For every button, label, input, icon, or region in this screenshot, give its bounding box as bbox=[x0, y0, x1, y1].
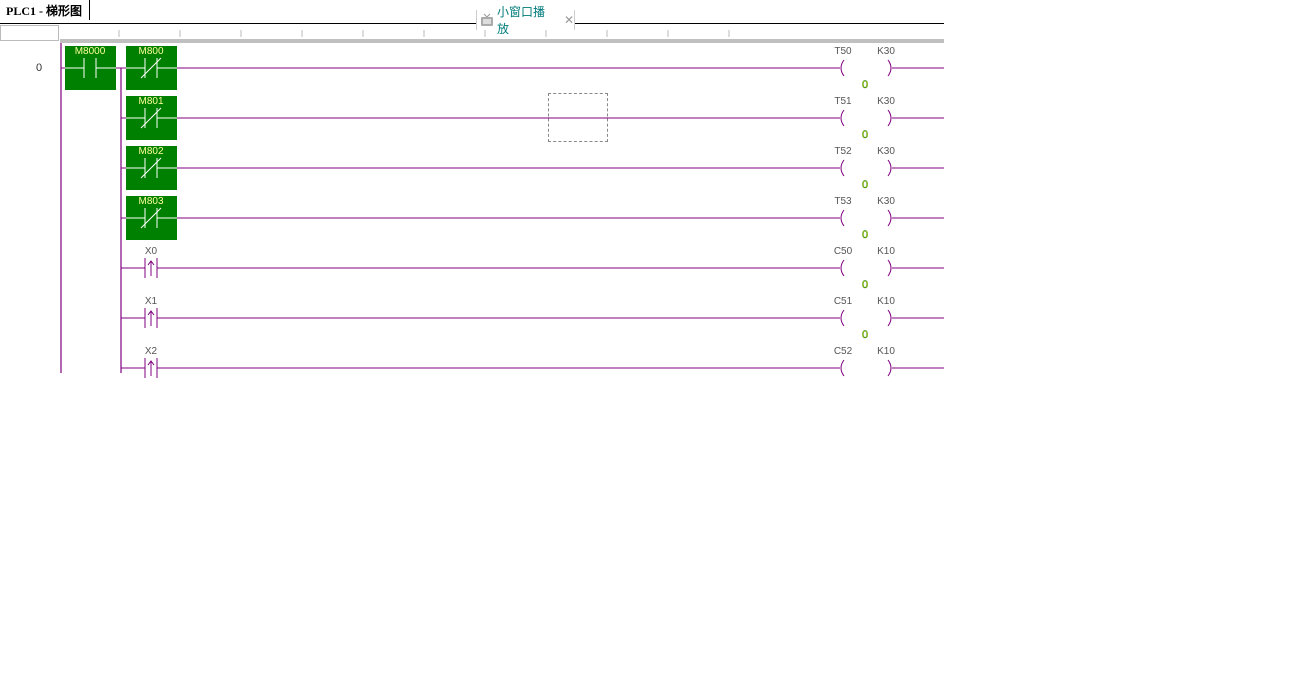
coil-device: C50 bbox=[834, 246, 853, 257]
current-value: 0 bbox=[862, 329, 868, 341]
coil-left-paren bbox=[840, 309, 845, 327]
coil-right-paren bbox=[887, 159, 892, 177]
tv-icon bbox=[480, 13, 493, 26]
coil-device: T51 bbox=[834, 96, 852, 107]
coil-setpoint: K30 bbox=[877, 196, 895, 207]
current-value: 0 bbox=[862, 79, 868, 91]
ladder-diagram[interactable]: M8000 M800 T50 K30 0 M801 T51 K30 0 M802 T52 K30 0 M8… bbox=[0, 0, 950, 380]
nc-slash bbox=[140, 207, 162, 229]
coil-device: T52 bbox=[834, 146, 852, 157]
coil-device: T50 bbox=[834, 46, 852, 57]
divider bbox=[0, 23, 944, 24]
contact-label: M801 bbox=[138, 96, 163, 107]
coil-device: C52 bbox=[834, 346, 853, 357]
coil-right-paren bbox=[887, 109, 892, 127]
rising-arrow bbox=[147, 360, 155, 376]
nc-slash bbox=[140, 57, 162, 79]
contact-label: M8000 bbox=[75, 46, 106, 57]
coil-setpoint: K10 bbox=[877, 346, 895, 357]
rising-arrow bbox=[147, 260, 155, 276]
current-value: 0 bbox=[862, 179, 868, 191]
current-value: 0 bbox=[862, 279, 868, 291]
nc-slash bbox=[140, 107, 162, 129]
nc-slash bbox=[140, 157, 162, 179]
coil-left-paren bbox=[840, 109, 845, 127]
divider bbox=[89, 0, 90, 20]
coil-left-paren bbox=[840, 259, 845, 277]
coil-right-paren bbox=[887, 259, 892, 277]
rising-arrow bbox=[147, 310, 155, 326]
contact-label: M803 bbox=[138, 196, 163, 207]
contact-label: X0 bbox=[145, 246, 158, 257]
cursor-selection bbox=[548, 93, 608, 142]
coil-device: C51 bbox=[834, 296, 853, 307]
coil-setpoint: K30 bbox=[877, 96, 895, 107]
coil-left-paren bbox=[840, 209, 845, 227]
coil-setpoint: K30 bbox=[877, 46, 895, 57]
coil-setpoint: K10 bbox=[877, 246, 895, 257]
contact-label: X1 bbox=[145, 296, 158, 307]
contact-label: M800 bbox=[138, 46, 163, 57]
window-title: PLC1 - 梯形图 bbox=[6, 4, 82, 18]
coil-right-paren bbox=[887, 359, 892, 377]
contact-label: X2 bbox=[145, 346, 158, 357]
coil-left-paren bbox=[840, 359, 845, 377]
current-value: 0 bbox=[862, 129, 868, 141]
column-header-bar bbox=[60, 39, 944, 43]
coil-right-paren bbox=[887, 209, 892, 227]
current-value: 0 bbox=[862, 229, 868, 241]
contact-label: M802 bbox=[138, 146, 163, 157]
close-icon[interactable]: ✕ bbox=[563, 13, 574, 27]
coil-left-paren bbox=[840, 159, 845, 177]
tab-label: 小窗口播放 bbox=[496, 5, 545, 36]
tab-mini-window[interactable]: 小窗口播放 ✕ bbox=[476, 5, 575, 36]
coil-left-paren bbox=[840, 59, 845, 77]
header-cell bbox=[0, 25, 59, 41]
coil-device: T53 bbox=[834, 196, 852, 207]
coil-right-paren bbox=[887, 309, 892, 327]
coil-right-paren bbox=[887, 59, 892, 77]
coil-setpoint: K30 bbox=[877, 146, 895, 157]
coil-setpoint: K10 bbox=[877, 296, 895, 307]
step-number: 0 bbox=[36, 62, 43, 74]
